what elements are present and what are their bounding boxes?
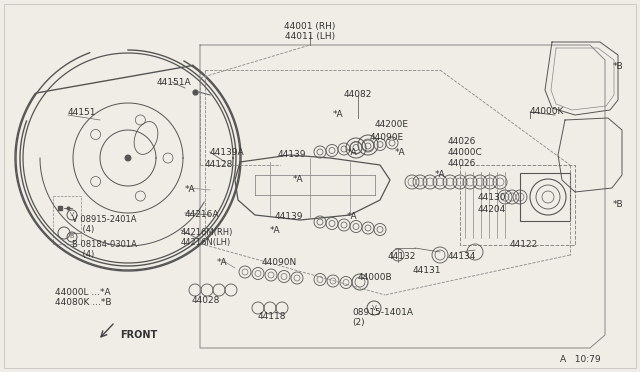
Text: FRONT: FRONT [120, 330, 157, 340]
Text: 08915-1401A
(2): 08915-1401A (2) [352, 308, 413, 327]
Text: V: V [372, 305, 376, 311]
Text: 44131: 44131 [413, 266, 442, 275]
Text: 44026: 44026 [448, 159, 476, 168]
Text: 44128: 44128 [205, 160, 234, 169]
Text: *B: *B [612, 200, 623, 209]
Text: *A: *A [347, 148, 357, 157]
Text: 44151: 44151 [68, 108, 97, 117]
Bar [460, 165, 575, 245]
Text: V 08915-2401A
    (4): V 08915-2401A (4) [72, 215, 136, 234]
Bar [53, 196, 81, 244]
Text: A   10:79: A 10:79 [560, 355, 600, 364]
Circle shape [125, 155, 131, 161]
Bar [520, 173, 570, 221]
Text: *A: *A [269, 226, 280, 235]
Text: 44000C: 44000C [448, 148, 483, 157]
Text: B: B [70, 234, 74, 240]
Text: 44000B: 44000B [358, 273, 392, 282]
Text: *A: *A [333, 110, 343, 119]
Text: 44001 (RH)
44011 (LH): 44001 (RH) 44011 (LH) [284, 22, 336, 41]
Text: 44118: 44118 [258, 312, 287, 321]
Text: 44082: 44082 [344, 90, 372, 99]
Text: *A: *A [347, 212, 357, 221]
Text: 44139: 44139 [278, 150, 307, 159]
Text: 44216M(RH)
44216N(LH): 44216M(RH) 44216N(LH) [181, 228, 234, 247]
Text: 44132: 44132 [388, 252, 417, 261]
Text: 44028: 44028 [192, 296, 220, 305]
Text: 44122: 44122 [510, 240, 538, 249]
Text: *A: *A [435, 170, 445, 179]
Text: 44000K: 44000K [530, 107, 564, 116]
Text: 44026: 44026 [448, 137, 476, 146]
Text: B 08184-0301A
    (4): B 08184-0301A (4) [72, 240, 137, 259]
Text: 44134: 44134 [448, 252, 476, 261]
Text: *A: *A [395, 148, 405, 157]
Text: *B: *B [612, 62, 623, 71]
Text: *A: *A [185, 185, 195, 194]
Text: *A: *A [292, 175, 303, 184]
Text: 44090E: 44090E [370, 133, 404, 142]
Text: 44139A: 44139A [210, 148, 244, 157]
Text: 44151A: 44151A [157, 78, 191, 87]
Text: *A: *A [217, 258, 227, 267]
Text: 44216A: 44216A [185, 210, 220, 219]
Text: 44200E: 44200E [375, 120, 409, 129]
Text: 44204: 44204 [478, 205, 506, 214]
Text: 44139: 44139 [275, 212, 303, 221]
Text: 44090N: 44090N [262, 258, 297, 267]
Text: 44130: 44130 [478, 193, 506, 202]
Text: V: V [70, 212, 74, 218]
Text: 44000L ...*A
44080K ...*B: 44000L ...*A 44080K ...*B [55, 288, 111, 307]
